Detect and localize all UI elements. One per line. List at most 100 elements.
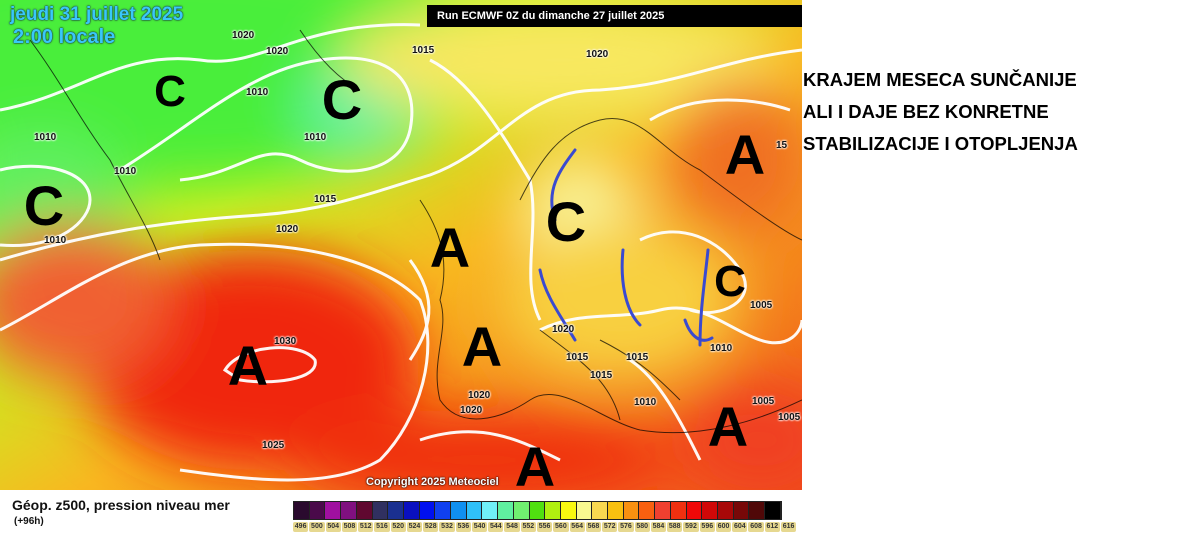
colorbar-tick-label: 580 xyxy=(634,522,650,532)
colorbar-tick-label: 536 xyxy=(455,522,471,532)
isobar-label: 1020 xyxy=(586,49,609,60)
colorbar-tick-label: 516 xyxy=(374,522,390,532)
forecast-time: 2:00 locale xyxy=(13,26,116,48)
run-label: Run ECMWF 0Z du dimanche 27 juillet 2025 xyxy=(427,5,802,27)
colorbar-ticks: 496 500 504 508 512 516 520 524 528 532 536 540 544 5… xyxy=(293,522,797,532)
isobar-label: 1020 xyxy=(232,30,255,41)
colorbar-swatch xyxy=(356,502,373,519)
colorbar-swatch xyxy=(466,502,483,519)
high-pressure-center: A xyxy=(514,435,556,491)
colorbar-tick-label: 500 xyxy=(309,522,325,532)
colorbar-tick-label: 504 xyxy=(325,522,341,532)
annotation-line: STABILIZACIJE I OTOPLJENJA xyxy=(803,133,1078,154)
colorbar-tick-label: 532 xyxy=(439,522,455,532)
weather-map: 1020 1020 1015 1020 1010 1010 1010 1010 1015 1020… xyxy=(0,0,802,490)
colorbar-tick-label: 564 xyxy=(569,522,585,532)
colorbar-tick-label: 548 xyxy=(504,522,520,532)
colorbar-tick-label: 524 xyxy=(406,522,423,532)
colorbar-tick-label: 556 xyxy=(536,522,553,532)
isobar-label: 1015 xyxy=(412,45,435,56)
isobar-label: 1020 xyxy=(266,46,289,57)
colorbar-tick-label: 560 xyxy=(553,522,569,532)
colorbar-tick-label: 608 xyxy=(748,522,764,532)
geopotential-field xyxy=(0,0,802,490)
colorbar-tick-label: 604 xyxy=(732,522,748,532)
colorbar-swatch xyxy=(576,502,593,519)
colorbar-swatch xyxy=(403,502,420,519)
colorbar-tick-label: 508 xyxy=(341,522,358,532)
colorbar-tick-label: 600 xyxy=(715,522,732,532)
colorbar-swatch xyxy=(623,502,640,519)
colorbar-tick-label: 568 xyxy=(585,522,602,532)
isobar-label: 1025 xyxy=(262,440,285,451)
colorbar-swatch xyxy=(372,502,389,519)
colorbar-swatch xyxy=(733,502,750,519)
isobar-label: 1015 xyxy=(566,352,589,363)
colorbar-tick-label: 496 xyxy=(293,522,309,532)
isobar-label: 1010 xyxy=(304,132,327,143)
isobar-label: 1030 xyxy=(274,336,297,347)
colorbar-swatch xyxy=(419,502,436,519)
colorbar-swatch xyxy=(670,502,687,519)
colorbar-tick-label: 520 xyxy=(390,522,406,532)
colorbar xyxy=(293,501,782,520)
isobar-label: 1020 xyxy=(552,324,575,335)
colorbar-tick-label: 612 xyxy=(764,522,780,532)
colorbar-swatch xyxy=(294,502,310,519)
colorbar-swatch xyxy=(655,502,671,519)
colorbar-tick-label: 588 xyxy=(667,522,683,532)
colorbar-swatch xyxy=(639,502,656,519)
annotation-line: ALI I DAJE BEZ KONRETNE xyxy=(803,101,1049,122)
low-pressure-center: C xyxy=(23,174,65,237)
low-pressure-center: C xyxy=(545,190,587,253)
forecast-datetime: jeudi 31 juillet 2025 2:00 locale xyxy=(10,4,183,48)
colorbar-tick-label: 616 xyxy=(780,522,797,532)
isobar-label: 1015 xyxy=(590,370,613,381)
colorbar-tick-label: 576 xyxy=(618,522,634,532)
colorbar-swatch xyxy=(341,502,357,519)
isobars xyxy=(0,23,802,482)
forecast-date: jeudi 31 juillet 2025 xyxy=(10,4,184,25)
isobar-label: 1020 xyxy=(276,224,299,235)
copyright: Copyright 2025 Meteociel xyxy=(366,476,499,488)
isobar-label: 1010 xyxy=(34,132,57,143)
high-pressure-center: A xyxy=(724,123,766,186)
coastlines xyxy=(29,29,802,434)
colorbar-tick-label: 528 xyxy=(423,522,439,532)
high-pressure-center: A xyxy=(429,216,471,279)
isobar-label: 1005 xyxy=(750,300,773,311)
colorbar-swatch xyxy=(702,502,718,519)
colorbar-tick-label: 540 xyxy=(471,522,488,532)
colorbar-tick-label: 596 xyxy=(699,522,715,532)
colorbar-swatch xyxy=(309,502,326,519)
isobar-label: 1005 xyxy=(778,412,801,423)
low-pressure-center: C xyxy=(714,257,746,306)
colorbar-tick-label: 592 xyxy=(683,522,699,532)
isobar-label: 1005 xyxy=(752,396,775,407)
colorbar-swatch xyxy=(325,502,342,519)
high-pressure-center: A xyxy=(461,315,503,378)
isobar-label: 1010 xyxy=(114,166,137,177)
isobar-label: 1010 xyxy=(710,343,733,354)
legend-title: Géop. z500, pression niveau mer xyxy=(12,497,230,513)
isobar-label: 1010 xyxy=(44,235,67,246)
isobar-label: 1015 xyxy=(626,352,649,363)
isobar-label: 1020 xyxy=(468,390,491,401)
colorbar-tick-label: 584 xyxy=(650,522,667,532)
annotation-line: KRAJEM MESECA SUNČANIJE xyxy=(803,69,1077,90)
colorbar-swatch xyxy=(560,502,577,519)
annotation-text: KRAJEM MESECA SUNČANIJE ALI I DAJE BEZ K… xyxy=(803,64,1078,160)
isobar-label: 15 xyxy=(776,140,788,151)
isobar-label: 1010 xyxy=(246,87,269,98)
colorbar-swatch xyxy=(529,502,546,519)
colorbar-swatch xyxy=(686,502,703,519)
isobar-label: 1010 xyxy=(634,397,657,408)
colorbar-swatch xyxy=(608,502,624,519)
low-pressure-center: C xyxy=(154,67,186,116)
colorbar-swatch xyxy=(545,502,561,519)
hand-drawn-arrows xyxy=(538,148,714,347)
low-pressure-center: C xyxy=(321,68,363,131)
colorbar-swatch xyxy=(435,502,452,519)
colorbar-swatch xyxy=(388,502,404,519)
legend-subtitle: (+96h) xyxy=(14,516,44,527)
